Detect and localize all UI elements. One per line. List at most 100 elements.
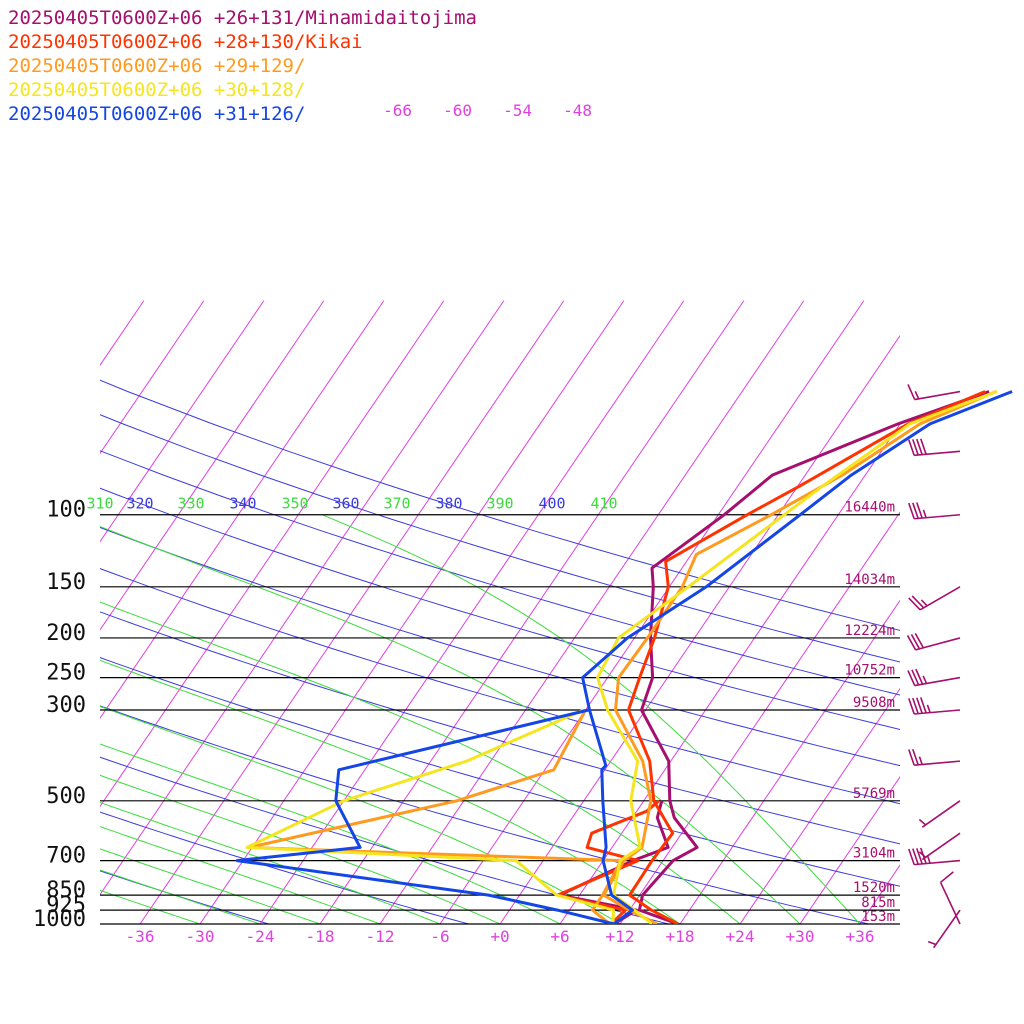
wind-barb xyxy=(908,697,961,715)
wind-barb-flag xyxy=(912,697,919,714)
isotherm xyxy=(799,776,900,924)
moist-adiabat xyxy=(100,869,261,924)
isotherm xyxy=(679,599,900,924)
wind-barb-half xyxy=(927,940,937,946)
pressure-label: 150 xyxy=(46,570,86,595)
dry-adiabat xyxy=(100,450,900,696)
moist-adiabat xyxy=(100,889,201,924)
wind-barb-flag xyxy=(910,634,921,650)
temperature-line xyxy=(596,390,998,924)
wind-barbs xyxy=(906,384,961,949)
isotherm xyxy=(499,334,900,924)
isotherm xyxy=(0,301,24,924)
wind-barb-flag xyxy=(908,749,915,766)
pressure-label: 700 xyxy=(46,844,86,869)
dry-adiabat xyxy=(100,487,900,731)
temperature-tick-label: +6 xyxy=(550,927,569,946)
temperature-tick-label: -18 xyxy=(306,927,335,946)
temperature-tick-label: +30 xyxy=(786,927,815,946)
sounding-traces xyxy=(235,390,1013,924)
wind-barb xyxy=(918,832,961,861)
wind-barb-flag xyxy=(908,698,915,715)
wind-barb-flag xyxy=(914,632,924,649)
dry-adiabat xyxy=(100,526,900,767)
wind-barb xyxy=(918,800,961,828)
pressure-label: 925 xyxy=(46,893,86,918)
wind-barb-flag xyxy=(919,697,927,714)
wind-barb-staff xyxy=(919,586,961,611)
isotherm xyxy=(739,687,900,924)
theta-label: 390 xyxy=(486,495,513,513)
wind-barb-flag xyxy=(912,439,919,456)
pressure-label: 850 xyxy=(46,878,86,903)
wind-barb-half xyxy=(926,855,931,864)
isotherm-label: -60 xyxy=(443,101,472,120)
dry-adiabat xyxy=(100,657,900,887)
isotherm xyxy=(100,300,505,896)
wind-barb-half xyxy=(920,599,928,607)
wind-barb-staff xyxy=(939,881,961,925)
temperature-tick-label: -12 xyxy=(366,927,395,946)
isotherm xyxy=(379,300,805,924)
pressure-label: 1000 xyxy=(33,907,86,932)
temperature-tick-label: -30 xyxy=(186,927,215,946)
wind-barb-staff xyxy=(932,909,961,949)
dry-adiabat xyxy=(100,811,471,924)
height-label: 815m xyxy=(861,895,895,911)
dry-adiabat xyxy=(100,870,271,924)
wind-barb-half xyxy=(926,704,931,713)
pressure-label: 100 xyxy=(46,498,86,523)
wind-barb xyxy=(908,502,961,520)
wind-barb-flag xyxy=(912,848,919,865)
wind-barb xyxy=(908,847,961,866)
isotherm xyxy=(100,300,385,720)
dry-adiabat xyxy=(100,705,871,924)
wind-barb-flag xyxy=(908,848,915,865)
temperature-line xyxy=(637,390,990,924)
temperature-line xyxy=(581,390,1013,924)
wind-barb xyxy=(908,586,961,611)
temperature-tick-label: +36 xyxy=(846,927,875,946)
wind-barb-half xyxy=(918,818,927,826)
temperature-tick-label: -36 xyxy=(126,927,155,946)
height-label: 14034m xyxy=(844,572,895,588)
wind-barb-flag xyxy=(919,438,927,455)
height-label: 12224m xyxy=(844,623,895,639)
wind-barb-flag xyxy=(907,670,916,686)
height-label: 16440m xyxy=(844,500,895,516)
temperature-tick-label: -24 xyxy=(246,927,275,946)
wind-barb-flag xyxy=(916,697,923,714)
dry-adiabat xyxy=(100,611,900,845)
wind-barb-flag xyxy=(940,871,954,883)
wind-barb-flag xyxy=(915,668,924,685)
wind-barb xyxy=(907,384,961,401)
isotherm-label: -48 xyxy=(563,101,592,120)
dewpoint-line xyxy=(235,708,615,924)
isotherm xyxy=(259,300,685,924)
pressure-label: 200 xyxy=(46,621,86,646)
isotherm-label: -66 xyxy=(383,101,412,120)
moist-adiabat xyxy=(100,705,621,924)
theta-label: 340 xyxy=(229,495,256,513)
wind-barb-half xyxy=(918,851,927,858)
wind-barb-half xyxy=(918,756,923,765)
wind-barb-flag xyxy=(908,597,921,611)
height-label: 153m xyxy=(861,909,895,925)
wind-barb xyxy=(939,871,961,925)
isotherm xyxy=(199,300,625,924)
theta-label: 380 xyxy=(435,495,462,513)
dewpoint-line xyxy=(245,708,615,924)
theta-label: 360 xyxy=(332,495,359,513)
dry-adiabat xyxy=(100,414,900,663)
legend-entry: 20250405T0600Z+06 +28+130/Kikai xyxy=(8,31,363,53)
isotherm xyxy=(100,300,325,631)
temperature-tick-label: -6 xyxy=(430,927,449,946)
wind-barb-flag xyxy=(911,595,925,609)
wind-barb-staff xyxy=(921,800,961,828)
wind-barb-flag xyxy=(908,439,915,456)
wind-barb-flag xyxy=(912,748,919,766)
wind-barb-flag xyxy=(916,438,923,455)
isotherm xyxy=(0,301,84,924)
dry-adiabat xyxy=(100,568,900,805)
